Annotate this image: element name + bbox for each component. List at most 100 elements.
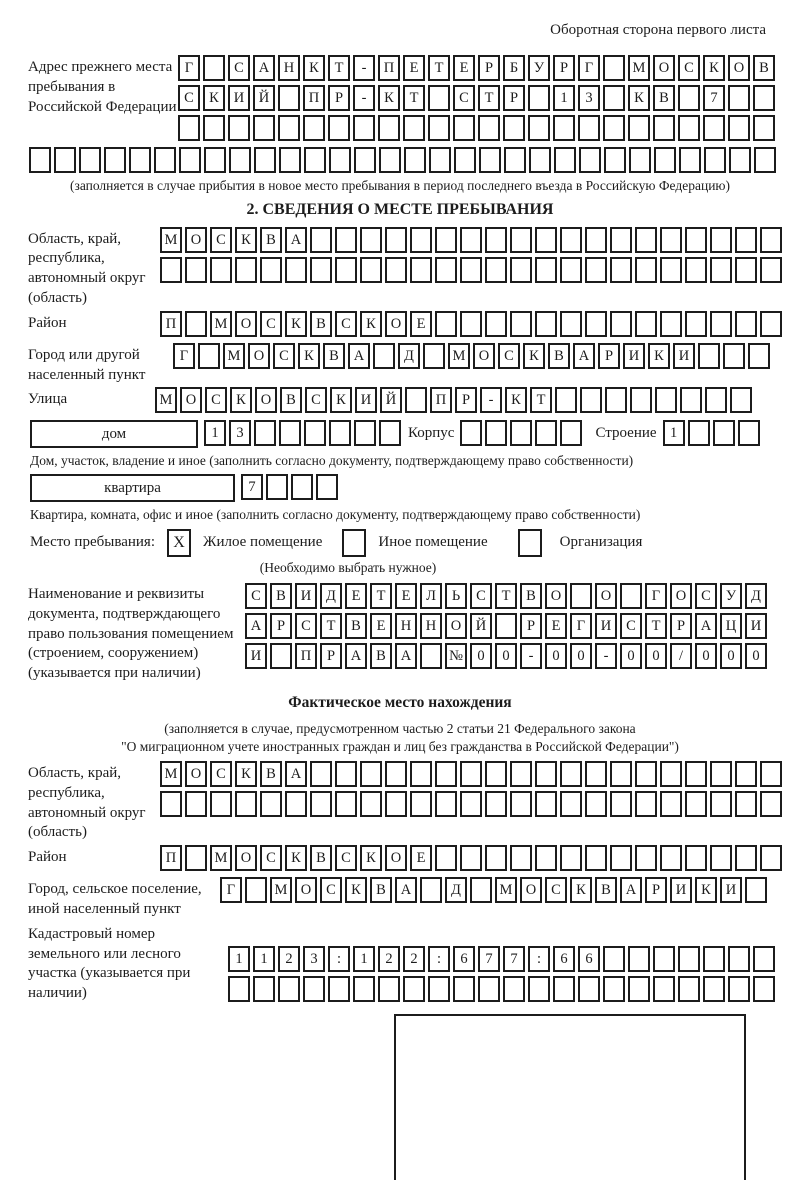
char-cell[interactable] bbox=[730, 387, 752, 414]
char-cell[interactable] bbox=[310, 226, 332, 253]
char-cell[interactable]: 0 bbox=[570, 642, 592, 669]
char-cell[interactable]: И bbox=[673, 342, 695, 369]
char-cell[interactable]: Р bbox=[503, 85, 525, 111]
char-cell[interactable] bbox=[210, 791, 232, 818]
char-cell[interactable] bbox=[560, 226, 582, 253]
char-cell[interactable]: А bbox=[345, 642, 367, 669]
char-cell[interactable]: С bbox=[453, 85, 475, 111]
char-cell[interactable] bbox=[729, 147, 751, 173]
char-cell[interactable] bbox=[385, 761, 407, 788]
char-cell[interactable]: В bbox=[310, 310, 332, 337]
char-cell[interactable] bbox=[535, 420, 558, 447]
char-cell[interactable]: В bbox=[260, 761, 282, 788]
char-cell[interactable] bbox=[470, 877, 492, 904]
char-cell[interactable] bbox=[328, 975, 350, 1002]
char-cell[interactable] bbox=[629, 147, 651, 173]
char-cell[interactable]: С bbox=[305, 387, 327, 414]
char-cell[interactable]: О bbox=[385, 845, 407, 872]
char-cell[interactable]: К bbox=[695, 877, 717, 904]
char-cell[interactable] bbox=[270, 642, 292, 669]
char-cell[interactable] bbox=[245, 877, 267, 904]
char-cell[interactable]: О bbox=[185, 226, 207, 253]
char-cell[interactable]: В bbox=[345, 612, 367, 639]
char-cell[interactable] bbox=[510, 256, 532, 283]
char-cell[interactable] bbox=[235, 256, 257, 283]
char-cell[interactable]: Т bbox=[403, 85, 425, 111]
char-cell[interactable] bbox=[460, 761, 482, 788]
char-cell[interactable] bbox=[735, 226, 757, 253]
char-cell[interactable]: М bbox=[210, 310, 232, 337]
char-cell[interactable] bbox=[428, 975, 450, 1002]
char-cell[interactable]: И bbox=[245, 642, 267, 669]
char-cell[interactable] bbox=[712, 420, 735, 447]
char-cell[interactable] bbox=[753, 115, 775, 141]
char-cell[interactable]: Б bbox=[503, 55, 525, 81]
char-cell[interactable] bbox=[154, 147, 176, 173]
char-cell[interactable] bbox=[435, 791, 457, 818]
char-cell[interactable] bbox=[585, 256, 607, 283]
char-cell[interactable] bbox=[310, 256, 332, 283]
char-cell[interactable]: : bbox=[328, 945, 350, 972]
char-cell[interactable]: : bbox=[528, 945, 550, 972]
char-cell[interactable]: Г bbox=[178, 55, 200, 81]
char-cell[interactable]: Е bbox=[403, 55, 425, 81]
char-cell[interactable] bbox=[354, 420, 376, 447]
char-cell[interactable] bbox=[460, 256, 482, 283]
char-cell[interactable]: Р bbox=[270, 612, 292, 639]
char-cell[interactable]: О bbox=[385, 310, 407, 337]
char-cell[interactable]: Т bbox=[495, 582, 517, 609]
char-cell[interactable]: В bbox=[653, 85, 675, 111]
char-cell[interactable]: К bbox=[523, 342, 545, 369]
char-cell[interactable] bbox=[360, 761, 382, 788]
char-cell[interactable]: М bbox=[628, 55, 650, 81]
char-cell[interactable] bbox=[185, 845, 207, 872]
char-cell[interactable]: С bbox=[205, 387, 227, 414]
char-cell[interactable]: Ц bbox=[720, 612, 742, 639]
char-cell[interactable]: Н bbox=[278, 55, 300, 81]
char-cell[interactable] bbox=[654, 147, 676, 173]
char-cell[interactable] bbox=[479, 147, 501, 173]
char-cell[interactable] bbox=[635, 256, 657, 283]
char-cell[interactable]: 1 bbox=[553, 85, 575, 111]
char-cell[interactable]: О bbox=[595, 582, 617, 609]
char-cell[interactable]: 1 bbox=[204, 420, 226, 447]
char-cell[interactable] bbox=[635, 761, 657, 788]
char-cell[interactable]: О bbox=[295, 877, 317, 904]
char-cell[interactable]: А bbox=[285, 761, 307, 788]
char-cell[interactable]: К bbox=[298, 342, 320, 369]
char-cell[interactable] bbox=[760, 256, 782, 283]
char-cell[interactable] bbox=[685, 845, 707, 872]
char-cell[interactable]: М bbox=[495, 877, 517, 904]
char-cell[interactable] bbox=[585, 310, 607, 337]
char-cell[interactable] bbox=[228, 975, 250, 1002]
char-cell[interactable] bbox=[685, 226, 707, 253]
checkbox-zhiloe[interactable]: X bbox=[167, 529, 191, 558]
char-cell[interactable] bbox=[678, 975, 700, 1002]
char-cell[interactable] bbox=[560, 420, 583, 447]
char-cell[interactable]: Р bbox=[320, 642, 342, 669]
char-cell[interactable] bbox=[304, 420, 326, 447]
char-cell[interactable]: Т bbox=[370, 582, 392, 609]
char-cell[interactable] bbox=[410, 226, 432, 253]
char-cell[interactable] bbox=[328, 115, 350, 141]
char-cell[interactable]: О bbox=[255, 387, 277, 414]
char-cell[interactable]: И bbox=[623, 342, 645, 369]
char-cell[interactable]: М bbox=[155, 387, 177, 414]
char-cell[interactable] bbox=[178, 115, 200, 141]
char-cell[interactable]: Л bbox=[420, 582, 442, 609]
char-cell[interactable] bbox=[603, 55, 625, 81]
char-cell[interactable] bbox=[620, 582, 642, 609]
char-cell[interactable] bbox=[660, 845, 682, 872]
char-cell[interactable] bbox=[360, 256, 382, 283]
char-cell[interactable]: Е bbox=[410, 845, 432, 872]
char-cell[interactable]: К bbox=[570, 877, 592, 904]
char-cell[interactable]: Е bbox=[395, 582, 417, 609]
char-cell[interactable]: Д bbox=[445, 877, 467, 904]
char-cell[interactable] bbox=[535, 226, 557, 253]
char-cell[interactable]: К bbox=[378, 85, 400, 111]
char-cell[interactable] bbox=[610, 845, 632, 872]
char-cell[interactable] bbox=[705, 387, 727, 414]
char-cell[interactable]: И bbox=[295, 582, 317, 609]
char-cell[interactable]: В bbox=[370, 877, 392, 904]
char-cell[interactable]: 1 bbox=[253, 945, 275, 972]
